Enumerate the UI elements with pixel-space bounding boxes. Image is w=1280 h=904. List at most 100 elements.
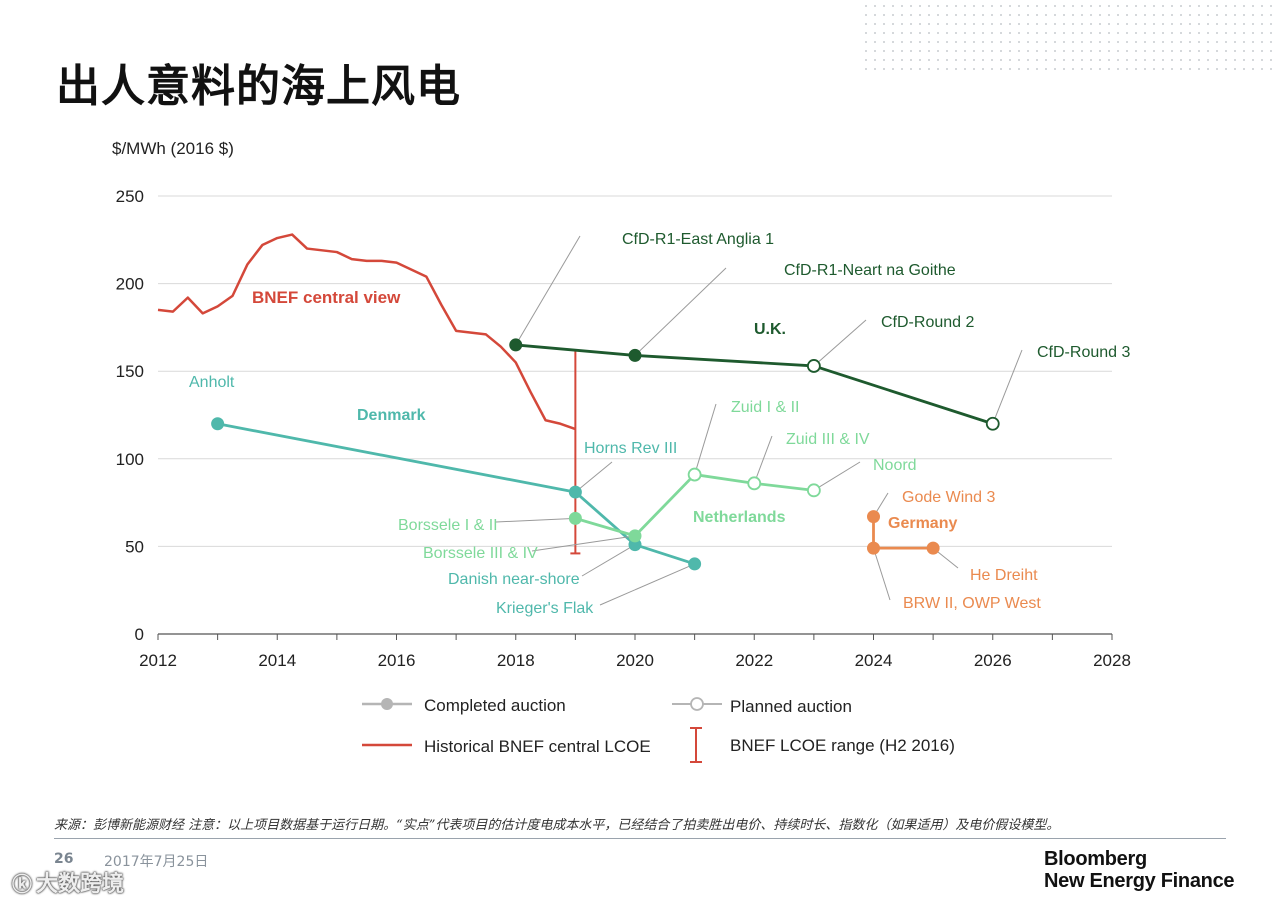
decor-dot bbox=[955, 68, 957, 70]
decor-dot bbox=[1063, 5, 1065, 7]
decor-dot bbox=[1117, 14, 1119, 16]
planned-auction-marker bbox=[985, 416, 1000, 431]
decor-dot bbox=[955, 32, 957, 34]
legend-completed-label: Completed auction bbox=[424, 696, 566, 715]
decor-dot bbox=[1207, 68, 1209, 70]
decor-dot bbox=[892, 23, 894, 25]
decor-dot bbox=[1252, 68, 1254, 70]
decor-dot bbox=[874, 59, 876, 61]
decor-dot bbox=[1270, 41, 1272, 43]
decor-dot bbox=[928, 68, 930, 70]
decor-dot bbox=[1207, 50, 1209, 52]
decor-dot bbox=[1054, 68, 1056, 70]
decor-dot bbox=[991, 32, 993, 34]
leader-line bbox=[495, 517, 576, 523]
decor-dot bbox=[865, 68, 867, 70]
decor-dot bbox=[1099, 59, 1101, 61]
decor-dot bbox=[1063, 41, 1065, 43]
decor-dot bbox=[1045, 41, 1047, 43]
decor-dot bbox=[1099, 50, 1101, 52]
decor-dot bbox=[1054, 32, 1056, 34]
decor-dot bbox=[1216, 14, 1218, 16]
decor-dot bbox=[1081, 14, 1083, 16]
decor-dot bbox=[1108, 68, 1110, 70]
decor-dot bbox=[1117, 5, 1119, 7]
decor-dot bbox=[865, 5, 867, 7]
decor-dot bbox=[946, 14, 948, 16]
series-name-label: Netherlands bbox=[693, 509, 786, 526]
decor-dot bbox=[1000, 32, 1002, 34]
decor-dot bbox=[1108, 41, 1110, 43]
point-label: Noord bbox=[873, 457, 917, 474]
decor-dot bbox=[1234, 23, 1236, 25]
legend-range-label: BNEF LCOE range (H2 2016) bbox=[730, 736, 955, 755]
decor-dot bbox=[1135, 14, 1137, 16]
decor-dot bbox=[1225, 41, 1227, 43]
decor-dot bbox=[1252, 32, 1254, 34]
decor-dot bbox=[883, 50, 885, 52]
decor-dot bbox=[1027, 14, 1029, 16]
decor-dot bbox=[1216, 59, 1218, 61]
decor-dot bbox=[1135, 32, 1137, 34]
decor-dot bbox=[973, 14, 975, 16]
decor-dot bbox=[892, 14, 894, 16]
decor-dot bbox=[1216, 5, 1218, 7]
decor-dot bbox=[1117, 68, 1119, 70]
leader-line bbox=[634, 267, 727, 356]
x-tick-label: 2024 bbox=[855, 651, 893, 670]
decor-dot bbox=[1009, 41, 1011, 43]
decor-dot bbox=[937, 59, 939, 61]
decor-dot bbox=[892, 50, 894, 52]
decor-dot bbox=[1189, 59, 1191, 61]
decor-dot bbox=[1018, 59, 1020, 61]
decor-dot bbox=[1153, 14, 1155, 16]
decor-dot bbox=[964, 41, 966, 43]
decor-dot bbox=[883, 59, 885, 61]
decor-dot bbox=[892, 59, 894, 61]
watermark: ⓚ 大数跨境 bbox=[12, 866, 124, 898]
decor-dot bbox=[919, 32, 921, 34]
decor-dot bbox=[973, 68, 975, 70]
decor-dot bbox=[1009, 32, 1011, 34]
decor-dot bbox=[1063, 50, 1065, 52]
decor-dot bbox=[1000, 41, 1002, 43]
decor-dot bbox=[1216, 68, 1218, 70]
decor-dot bbox=[1144, 68, 1146, 70]
leader-line bbox=[515, 235, 581, 346]
decor-dot bbox=[1099, 32, 1101, 34]
x-tick-label: 2018 bbox=[497, 651, 535, 670]
decor-dot bbox=[1081, 50, 1083, 52]
decor-dot bbox=[937, 23, 939, 25]
decor-dot bbox=[946, 5, 948, 7]
leader-line bbox=[575, 461, 613, 493]
decor-dot bbox=[1045, 50, 1047, 52]
decor-dot bbox=[1243, 5, 1245, 7]
leader-line bbox=[992, 349, 1023, 424]
bnef-series-label: BNEF central view bbox=[252, 288, 401, 307]
decor-dot bbox=[901, 50, 903, 52]
x-tick-label: 2020 bbox=[616, 651, 654, 670]
point-label: Anholt bbox=[189, 374, 235, 391]
decor-dot bbox=[1162, 23, 1164, 25]
decor-dot bbox=[1270, 59, 1272, 61]
decor-dot bbox=[1180, 50, 1182, 52]
offshore-wind-lcoe-chart: $/MWh (2016 $) 0 50 100 150 200 250 2012 2014 201… bbox=[112, 139, 1131, 763]
decor-dot bbox=[1108, 5, 1110, 7]
decor-dot bbox=[991, 59, 993, 61]
decor-dot bbox=[1045, 14, 1047, 16]
decor-dot bbox=[1207, 59, 1209, 61]
decor-dot bbox=[874, 41, 876, 43]
decor-dot bbox=[973, 5, 975, 7]
decor-dot bbox=[1234, 50, 1236, 52]
decor-dot bbox=[1045, 32, 1047, 34]
decor-dot bbox=[1117, 50, 1119, 52]
decor-dot bbox=[1018, 23, 1020, 25]
decor-dot bbox=[1270, 5, 1272, 7]
x-tick-label: 2028 bbox=[1093, 651, 1131, 670]
decor-dot bbox=[1009, 5, 1011, 7]
decor-dot bbox=[874, 5, 876, 7]
decor-dot bbox=[1135, 23, 1137, 25]
decor-dot bbox=[892, 5, 894, 7]
decor-dot bbox=[883, 5, 885, 7]
decor-dot bbox=[1198, 50, 1200, 52]
